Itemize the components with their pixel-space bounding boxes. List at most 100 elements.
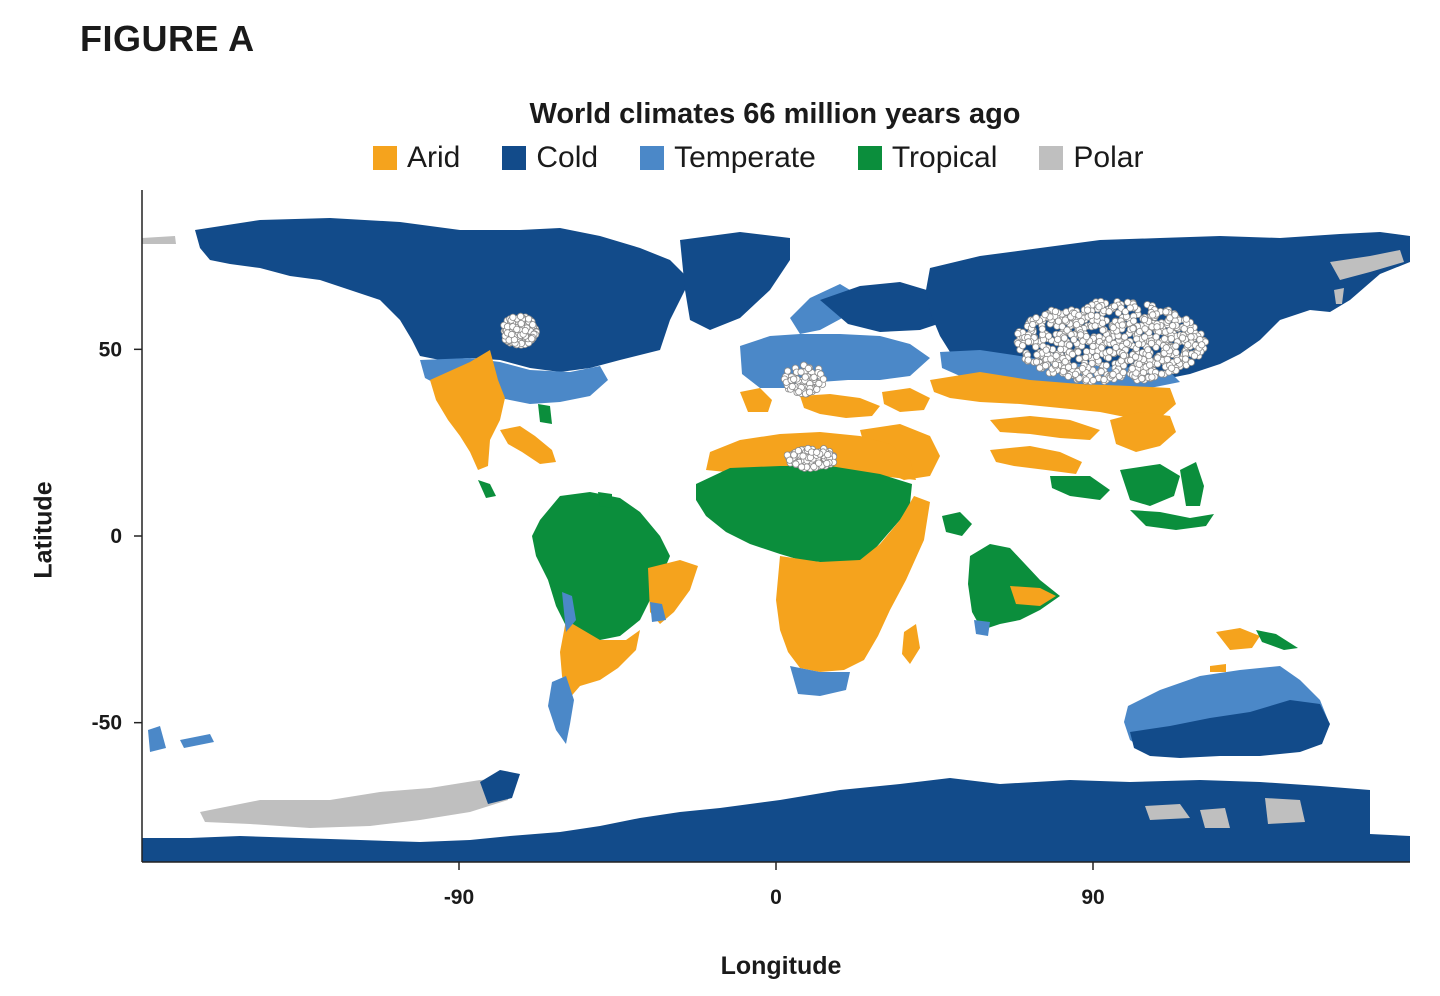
fossil-point-asia — [1166, 314, 1174, 322]
fossil-point-asia — [1032, 314, 1040, 322]
land-layer — [142, 218, 1410, 862]
fossil-point-asia — [1178, 334, 1187, 342]
region-asia-arid-belt — [930, 372, 1176, 418]
fossil-point-north-america — [516, 312, 525, 320]
region-patagonia-temperate — [548, 676, 574, 744]
y-tick-label-1: 0 — [110, 525, 122, 548]
region-north-america-cold — [195, 218, 690, 372]
fossil-point-asia — [1152, 343, 1160, 351]
fossil-point-asia — [1104, 354, 1113, 362]
fossil-point-north-america — [528, 335, 536, 343]
fossil-point-asia — [1173, 356, 1181, 364]
region-antarctic-peninsula-polar — [200, 778, 510, 828]
x-tick-label-0: -90 — [444, 886, 474, 909]
region-iberia-arid — [740, 388, 772, 412]
fossil-point-asia — [1123, 339, 1131, 347]
region-south-america-arid-south — [560, 620, 640, 700]
fossil-point-asia — [1118, 321, 1127, 329]
region-india-plate-arid — [1010, 586, 1056, 606]
region-new-guinea-arid — [1216, 628, 1260, 650]
fossil-point-asia — [1092, 352, 1101, 360]
fossil-point-asia — [1070, 335, 1078, 344]
fossil-point-asia — [1198, 341, 1206, 349]
fossil-point-asia — [1088, 359, 1096, 367]
legend-item-tropical: Tropical — [857, 141, 997, 175]
legend-label-arid: Arid — [407, 141, 461, 174]
fossil-point-asia — [1171, 311, 1179, 319]
legend-item-arid: Arid — [373, 141, 460, 175]
fossil-point-north-africa — [794, 447, 803, 455]
region-madagascar-arid — [902, 624, 920, 664]
fossil-point-asia — [1119, 368, 1127, 377]
fossil-point-asia — [1152, 333, 1160, 341]
fossil-point-asia — [1141, 333, 1149, 341]
fossil-point-asia — [1065, 341, 1074, 349]
fossil-point-asia — [1054, 335, 1062, 343]
fossil-point-north-africa — [799, 452, 807, 460]
fossil-point-europe — [801, 373, 809, 381]
fossil-point-europe — [804, 364, 813, 372]
chart-title: World climates 66 million years ago — [529, 98, 1021, 130]
fossil-point-europe — [805, 388, 814, 396]
x-tick-label-2: 90 — [1081, 886, 1104, 909]
fossil-point-asia — [1024, 356, 1032, 364]
fossil-point-north-america — [508, 330, 516, 339]
fossil-point-europe — [797, 368, 805, 376]
fossil-point-asia — [1064, 372, 1072, 381]
fossil-point-asia — [1032, 358, 1041, 366]
fossil-point-asia — [1042, 362, 1050, 370]
fossil-point-asia — [1184, 341, 1192, 349]
fossil-point-asia — [1109, 370, 1117, 378]
fossil-point-north-africa — [815, 459, 823, 467]
legend-label-cold: Cold — [536, 141, 599, 174]
fossil-point-asia — [1051, 307, 1060, 316]
region-europe-temperate — [740, 334, 930, 388]
fossil-point-asia — [1078, 364, 1087, 373]
region-antarctica-east-polar-2 — [1200, 808, 1230, 828]
region-antarctic-peninsula-cold — [480, 770, 520, 804]
region-africa-tropical — [696, 466, 912, 564]
legend-label-temperate: Temperate — [674, 141, 816, 174]
fossil-point-north-africa — [790, 451, 798, 459]
fossil-point-asia — [1120, 351, 1128, 360]
x-axis-title: Longitude — [720, 952, 842, 980]
fossil-point-asia — [1147, 339, 1156, 347]
fossil-point-asia — [1042, 346, 1050, 354]
region-north-america-arid — [430, 350, 505, 470]
legend-item-temperate: Temperate — [640, 141, 816, 175]
fossil-point-europe — [784, 367, 792, 375]
fossil-point-asia — [1100, 375, 1108, 384]
region-south-america-temperate-2 — [650, 602, 666, 622]
fossil-point-north-america — [521, 326, 529, 335]
fossil-point-asia — [1091, 322, 1099, 330]
region-indochina-tropical — [1180, 462, 1204, 506]
fossil-point-asia — [1033, 351, 1041, 359]
fossil-point-asia — [1075, 311, 1083, 319]
fossil-point-asia — [1032, 343, 1040, 351]
fossil-point-asia — [1071, 370, 1080, 378]
fossil-point-asia — [1099, 326, 1107, 334]
region-west-antarctic-islands-temperate — [180, 734, 214, 748]
fossil-point-asia — [1054, 317, 1063, 325]
fossil-point-asia — [1144, 346, 1152, 354]
ticks: -90 0 90 50 0 -50 — [92, 338, 1105, 909]
fossil-point-asia — [1060, 334, 1069, 342]
legend: Arid Cold Temperate Tropical Polar — [373, 140, 1143, 176]
fossil-point-asia — [1182, 315, 1190, 323]
fossil-point-north-america — [517, 319, 525, 328]
fossil-point-asia — [1024, 338, 1033, 346]
fossil-point-asia — [1167, 334, 1175, 343]
fossil-point-europe — [790, 375, 798, 383]
fossil-point-asia — [1109, 324, 1117, 332]
region-greenland-cold — [680, 232, 790, 330]
region-balkans-arid — [882, 388, 930, 412]
fossil-point-europe — [810, 373, 818, 381]
fossil-point-asia — [1082, 347, 1091, 356]
fossil-point-asia — [1064, 363, 1073, 371]
fossil-point-asia — [1082, 353, 1090, 361]
fossil-point-asia — [1087, 311, 1095, 319]
region-asia-tropical-1 — [1050, 476, 1110, 500]
y-tick-label-0: 50 — [99, 338, 122, 361]
fossil-point-asia — [1084, 306, 1092, 314]
fossil-point-asia — [1186, 326, 1195, 334]
